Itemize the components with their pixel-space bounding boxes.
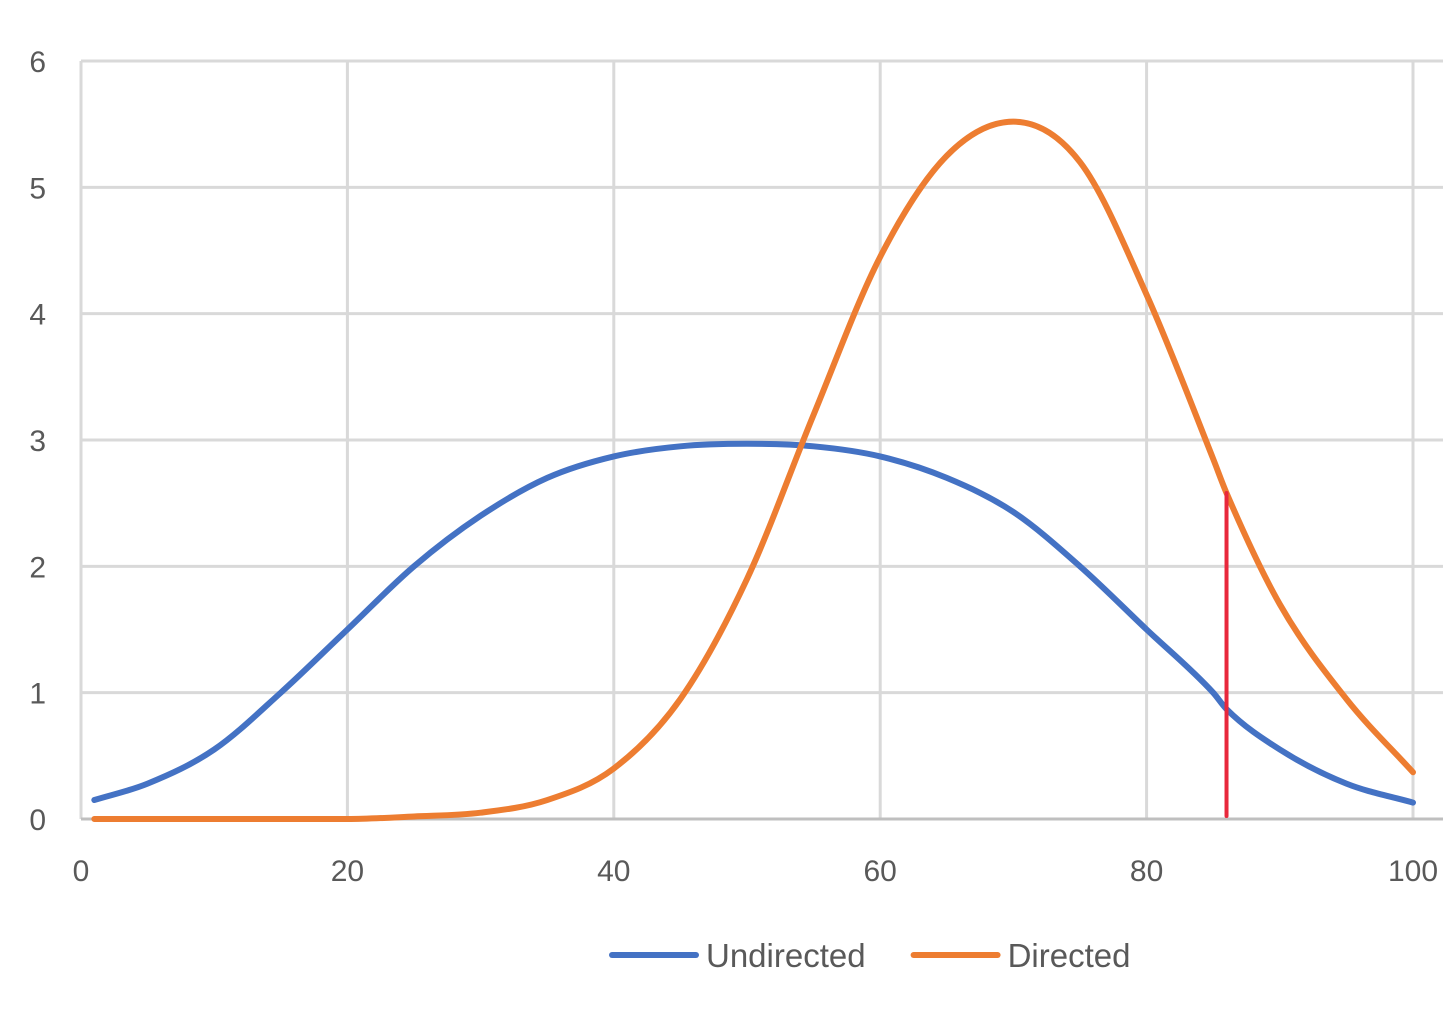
legend-label-undirected: Undirected [706,937,866,974]
series-line-directed [91,118,1416,823]
x-tick-label: 60 [864,855,897,888]
x-tick-label: 80 [1130,855,1163,888]
x-tick-label: 100 [1388,855,1438,888]
y-tick-label: 1 [29,678,46,711]
x-tick-label: 20 [331,855,364,888]
x-tick-label: 40 [597,855,630,888]
grid-layer [79,59,1443,819]
y-tick-label: 6 [29,46,46,79]
y-tick-label: 3 [29,425,46,458]
y-tick-label: 0 [29,804,46,837]
series-layer [91,118,1416,823]
legend-layer: Undirected Directed [609,937,1131,974]
y-tick-label: 5 [29,172,46,205]
y-tick-label: 2 [29,551,46,584]
y-tick-label: 4 [29,299,46,332]
series-line-undirected [91,440,1416,806]
x-tick-label: 0 [73,855,90,888]
legend-label-directed: Directed [1008,937,1131,974]
